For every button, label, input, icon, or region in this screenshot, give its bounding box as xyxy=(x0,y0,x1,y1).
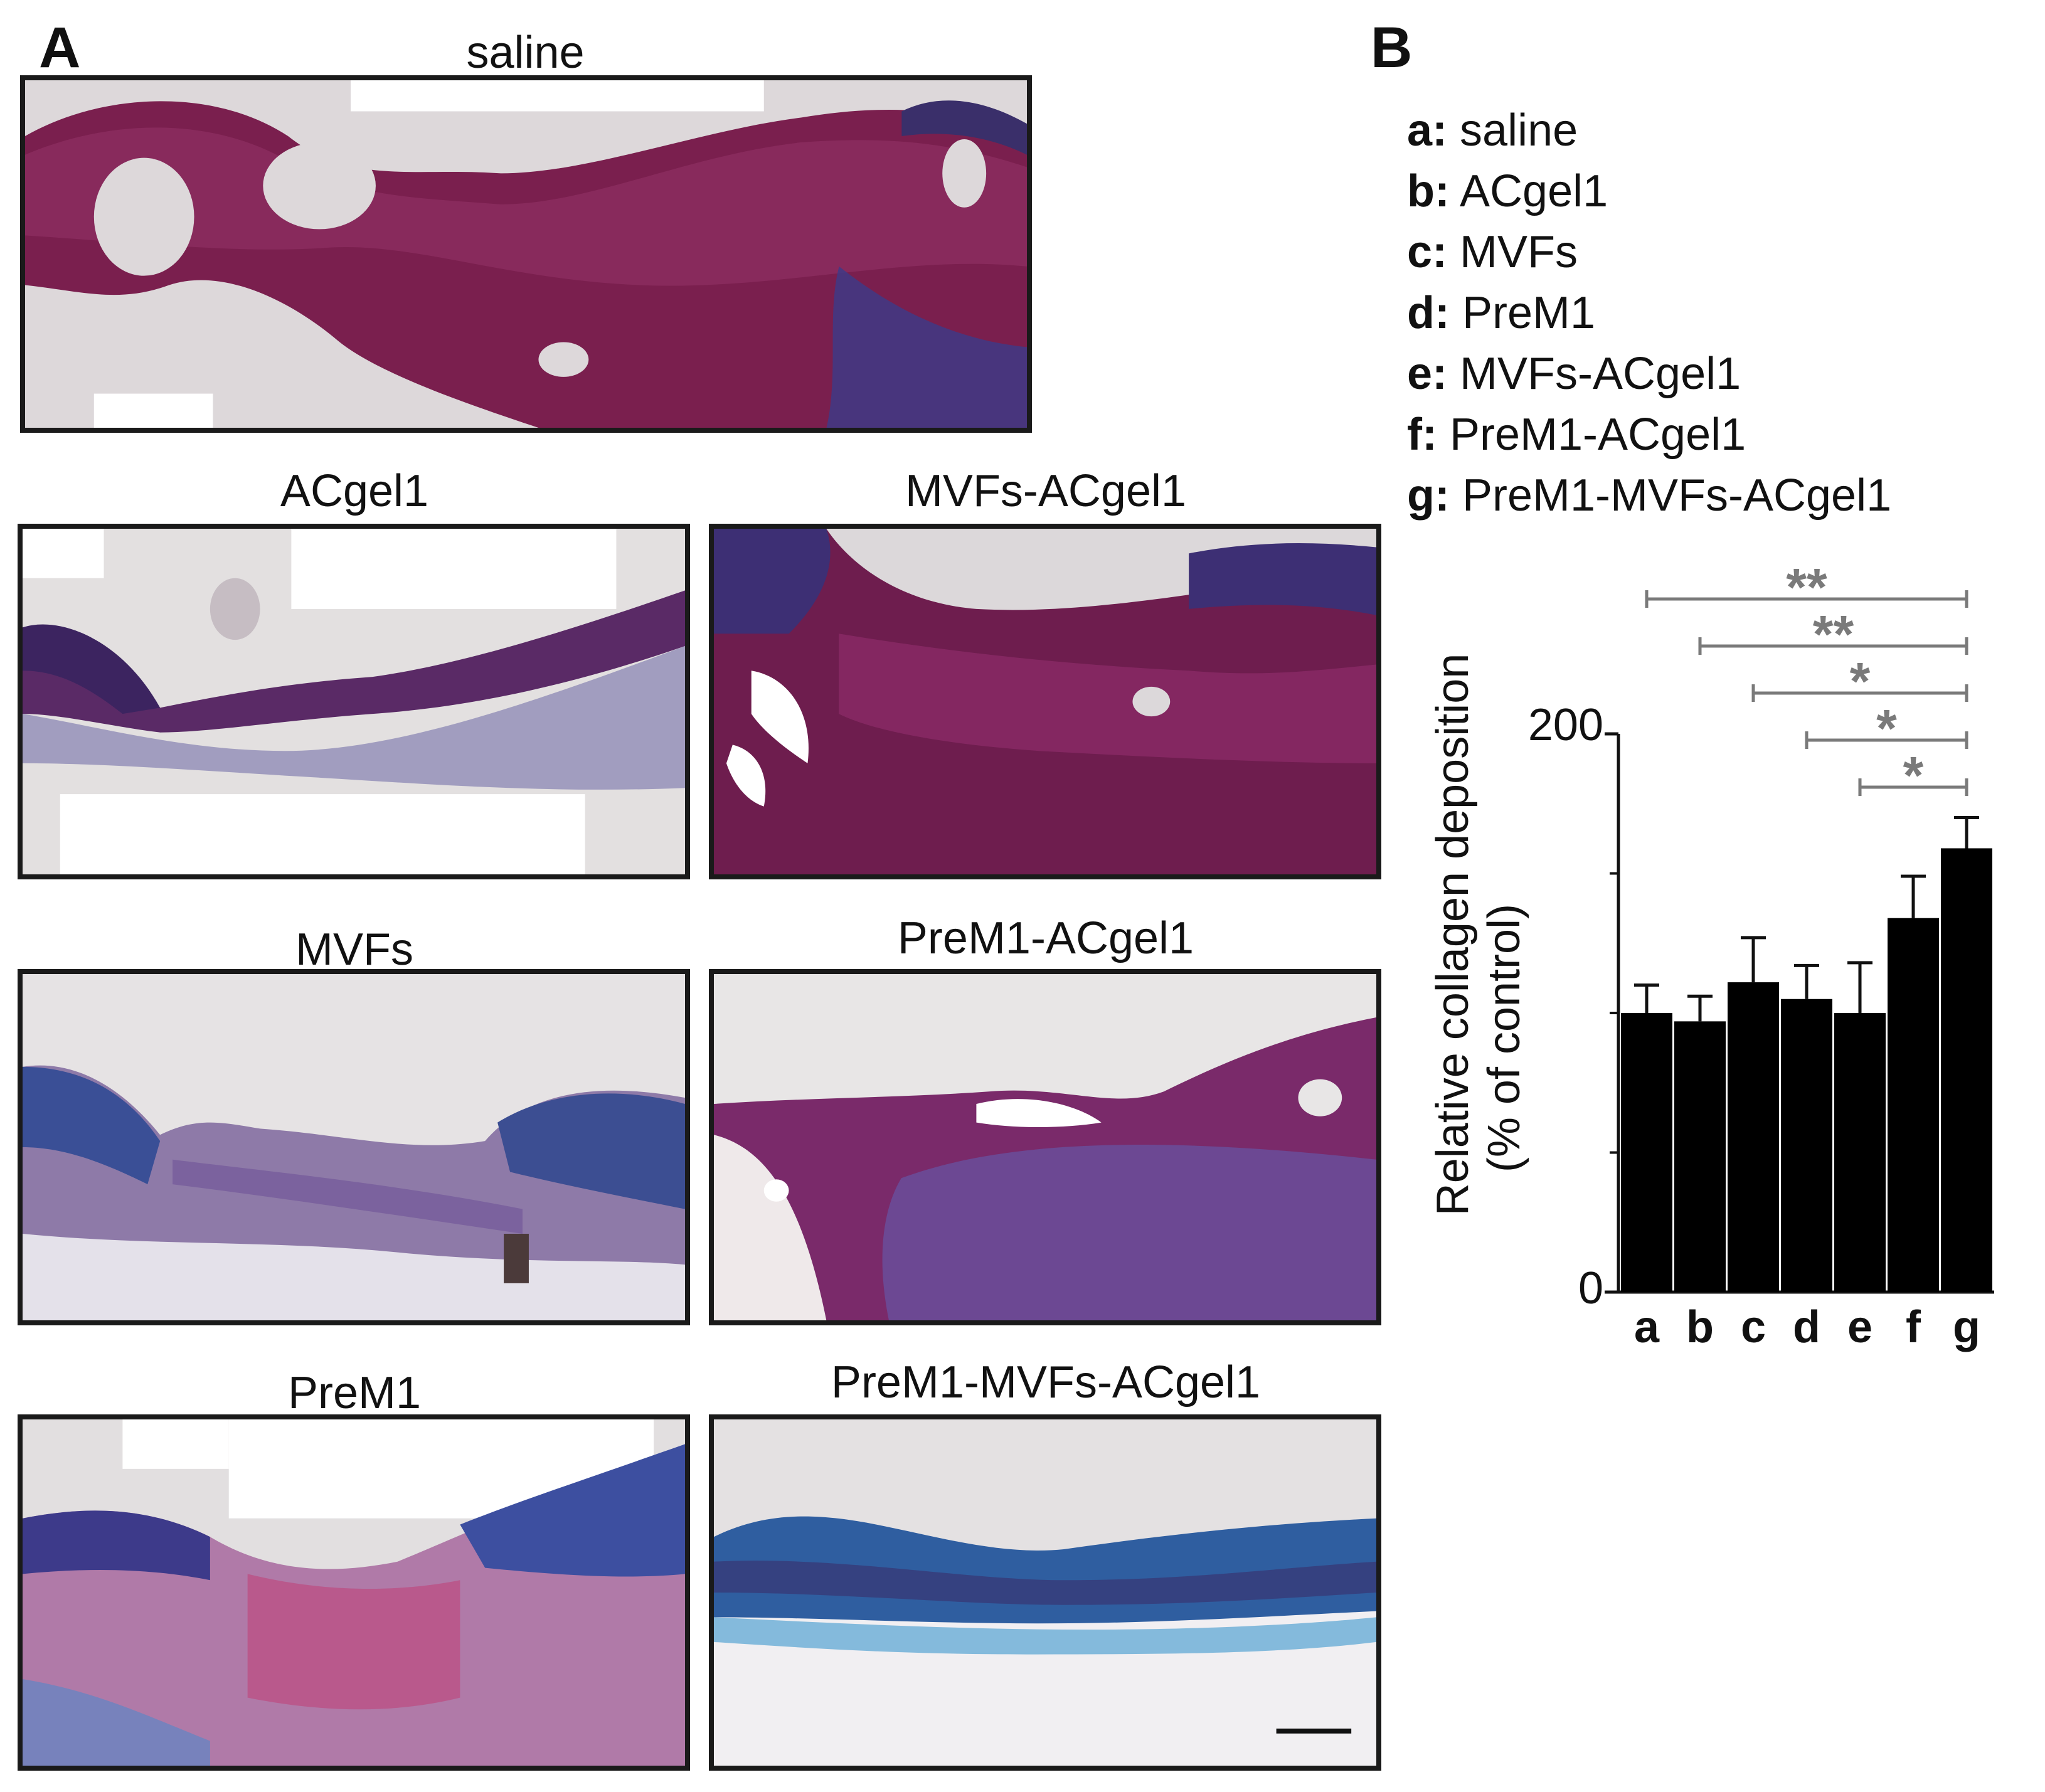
significance-label-a-g: ** xyxy=(1786,558,1827,617)
legend-key: c: xyxy=(1407,227,1448,277)
legend-key: e: xyxy=(1407,349,1448,399)
y-axis-label-line2: (% of control) xyxy=(1479,904,1529,1172)
x-tick-label-a: a xyxy=(1634,1302,1660,1352)
micrograph-title-mvfs-acgel1: MVFs-ACgel1 xyxy=(905,466,1187,516)
legend-key: g: xyxy=(1407,470,1450,521)
legend-key: f: xyxy=(1407,410,1437,460)
legend-label: MVFs-ACgel1 xyxy=(1460,349,1741,399)
x-tick-label-b: b xyxy=(1686,1302,1714,1352)
micrograph-title-prem1: PreM1 xyxy=(287,1368,422,1418)
micrograph-mvfs-acgel1 xyxy=(709,524,1381,879)
legend-label: MVFs xyxy=(1460,227,1578,277)
bar-b xyxy=(1674,1021,1726,1292)
micrograph-prem1-mvfs-acgel1 xyxy=(709,1414,1381,1771)
legend-label: saline xyxy=(1460,105,1578,156)
panel-b-letter: B xyxy=(1371,16,1413,80)
y-tick-label-0: 0 xyxy=(1578,1263,1603,1313)
x-tick-label-d: d xyxy=(1793,1302,1820,1352)
micrograph-title-prem1-acgel1: PreM1-ACgel1 xyxy=(897,913,1194,963)
significance-label-b-g: ** xyxy=(1813,605,1854,664)
legend-item-c: c: MVFs xyxy=(1407,222,1891,283)
legend-label: PreM1 xyxy=(1462,288,1596,338)
legend-item-e: e: MVFs-ACgel1 xyxy=(1407,344,1891,405)
micrograph-acgel1 xyxy=(18,524,690,879)
x-tick-label-g: g xyxy=(1953,1302,1980,1352)
significance-label-d-g: * xyxy=(1876,699,1897,758)
y-tick-label-200: 200 xyxy=(1528,700,1603,750)
micrograph-prem1 xyxy=(18,1414,690,1771)
bar-a xyxy=(1621,1013,1672,1292)
legend-label: ACgel1 xyxy=(1460,166,1608,216)
micrograph-prem1-acgel1 xyxy=(709,969,1381,1325)
x-tick-label-e: e xyxy=(1847,1302,1872,1352)
legend-item-f: f: PreM1-ACgel1 xyxy=(1407,405,1891,465)
bar-f xyxy=(1888,918,1939,1292)
legend-item-g: g: PreM1-MVFs-ACgel1 xyxy=(1407,465,1891,526)
significance-label-e-g: * xyxy=(1903,746,1924,805)
legend-key: b: xyxy=(1407,166,1450,216)
bar-c xyxy=(1728,982,1779,1292)
micrograph-mvfs xyxy=(18,969,690,1325)
x-tick-label-f: f xyxy=(1906,1302,1921,1352)
legend-key: a: xyxy=(1407,105,1448,156)
legend-label: PreM1-ACgel1 xyxy=(1449,410,1746,460)
y-axis-label-line1: Relative collagen deposition xyxy=(1428,654,1478,1216)
legend-label: PreM1-MVFs-ACgel1 xyxy=(1462,470,1892,521)
collagen-bar-chart: Relative collagen deposition (% of contr… xyxy=(1428,558,1994,1352)
bar-e xyxy=(1834,1013,1886,1292)
significance-label-c-g: * xyxy=(1850,652,1871,711)
micrograph-title-saline: saline xyxy=(466,28,585,78)
legend-item-d: d: PreM1 xyxy=(1407,283,1891,344)
micrograph-title-prem1-mvfs-acgel1: PreM1-MVFs-ACgel1 xyxy=(831,1357,1261,1408)
legend-key: d: xyxy=(1407,288,1450,338)
legend-item-b: b: ACgel1 xyxy=(1407,161,1891,222)
group-legend: a: saline b: ACgel1 c: MVFs d: PreM1 e: … xyxy=(1407,100,1891,526)
legend-item-a: a: saline xyxy=(1407,100,1891,161)
bar-g xyxy=(1941,848,1992,1292)
x-tick-label-c: c xyxy=(1741,1302,1766,1352)
panel-a-letter: A xyxy=(39,16,81,80)
micrograph-title-mvfs: MVFs xyxy=(295,925,413,975)
bar-d xyxy=(1781,999,1832,1292)
micrograph-saline xyxy=(20,75,1032,433)
micrograph-title-acgel1: ACgel1 xyxy=(280,466,429,516)
